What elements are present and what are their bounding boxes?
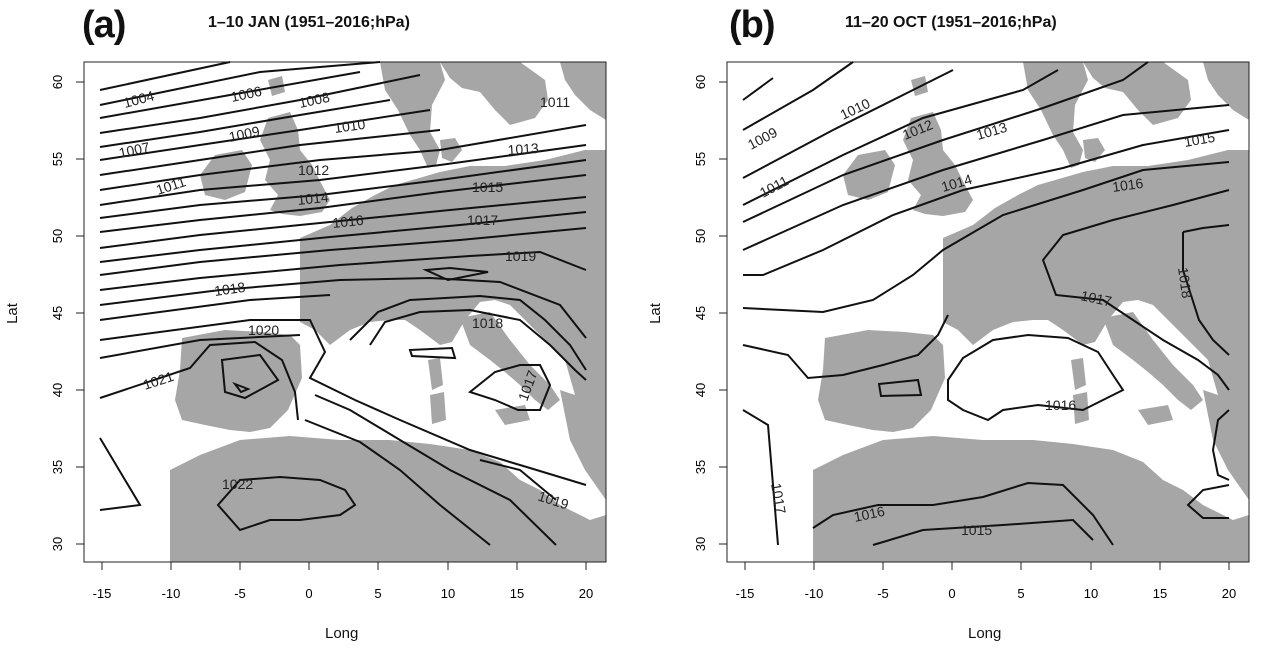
x-tick-label: 0 — [948, 586, 955, 601]
y-tick-label: 55 — [693, 152, 708, 166]
map-b: 1009 1010 1012 1013 1011 1014 1015 1016 … — [693, 61, 1250, 601]
x-tick-label: 15 — [510, 586, 524, 601]
y-tick-label: 40 — [50, 383, 65, 397]
contour-label: 1011 — [540, 94, 570, 110]
y-tick-label: 60 — [693, 75, 708, 89]
contour-label: 1021 — [141, 368, 176, 393]
x-tick-label: 10 — [441, 586, 455, 601]
contour-label: 1018 — [213, 279, 246, 299]
contour-label: 1020 — [248, 322, 279, 338]
contour-label: 1022 — [222, 476, 253, 492]
y-tick-label: 45 — [50, 306, 65, 320]
land-a — [170, 62, 606, 562]
contour-label: 1016 — [852, 503, 886, 525]
x-tick-label: 20 — [579, 586, 593, 601]
contour-label: 1019 — [505, 248, 536, 264]
contour-label: 1018 — [472, 315, 503, 331]
y-tick-label: 55 — [50, 152, 65, 166]
contour-label: 1014 — [297, 189, 330, 208]
isobars-a — [99, 61, 587, 546]
map-a: 1004 1006 1008 1007 1009 1010 1011 1012 … — [50, 61, 607, 601]
contour-label: 1009 — [745, 124, 780, 153]
y-tick-label: 30 — [693, 537, 708, 551]
contour-label: 1015 — [1183, 129, 1217, 150]
isobars-b — [742, 61, 1230, 546]
y-tick-label: 50 — [693, 229, 708, 243]
contour-label: 1017 — [1079, 287, 1113, 309]
panel-b: (b) 11–20 OCT (1951–2016;hPa) Long Lat — [643, 0, 1262, 666]
y-tick-label: 35 — [693, 460, 708, 474]
x-tick-label: 20 — [1222, 586, 1236, 601]
x-tick-label: -10 — [805, 586, 824, 601]
contour-label: 1012 — [298, 162, 329, 178]
contour-label: 1010 — [333, 116, 366, 136]
y-axis-b: 30 35 40 45 50 55 60 — [693, 75, 727, 551]
y-tick-label: 45 — [693, 306, 708, 320]
x-axis-title: Long — [325, 625, 359, 642]
contour-label: 1004 — [122, 87, 156, 111]
y-tick-label: 30 — [50, 537, 65, 551]
plot-frame — [726, 61, 1250, 563]
contour-label: 1018 — [1175, 266, 1195, 299]
y-tick-label: 35 — [50, 460, 65, 474]
x-tick-label: -15 — [736, 586, 755, 601]
panel-a: (a) 1–10 JAN (1951–2016;hPa) Long Lat — [4, 4, 607, 642]
contour-label: 1016 — [1111, 175, 1144, 195]
contour-label: 1013 — [507, 140, 539, 158]
y-tick-label: 50 — [50, 229, 65, 243]
panel-title: 1–10 JAN (1951–2016;hPa) — [208, 14, 410, 31]
contour-label: 1016 — [1045, 397, 1076, 413]
x-tick-label: 0 — [305, 586, 312, 601]
x-tick-label: 5 — [374, 586, 381, 601]
x-axis-a: -15 -10 -5 0 5 10 15 20 — [93, 562, 593, 601]
y-tick-label: 40 — [693, 383, 708, 397]
panel-title: 11–20 OCT (1951–2016;hPa) — [845, 14, 1057, 31]
contour-label: 1007 — [117, 139, 151, 161]
y-tick-label: 60 — [50, 75, 65, 89]
contour-label: 1015 — [961, 522, 992, 538]
x-tick-label: -5 — [234, 586, 246, 601]
x-axis-title: Long — [968, 625, 1002, 642]
x-tick-label: 10 — [1084, 586, 1098, 601]
x-tick-label: -10 — [162, 586, 181, 601]
contour-label: 1009 — [227, 123, 261, 145]
x-axis-b: -15 -10 -5 0 5 10 15 20 — [736, 562, 1236, 601]
x-tick-label: 15 — [1153, 586, 1167, 601]
contour-label: 1008 — [297, 89, 331, 111]
contour-label: 1006 — [229, 83, 263, 105]
contour-label: 1017 — [768, 482, 789, 516]
x-tick-label: 5 — [1017, 586, 1024, 601]
contour-label: 1016 — [332, 212, 365, 231]
contour-label: 1013 — [974, 119, 1009, 143]
y-axis-a: 30 35 40 45 50 55 60 — [50, 75, 84, 551]
panel-letter: (b) — [729, 4, 776, 46]
contour-label: 1017 — [467, 212, 498, 228]
panel-letter: (a) — [82, 4, 126, 46]
plot-frame — [83, 61, 607, 563]
x-tick-label: -15 — [93, 586, 112, 601]
contour-label: 1015 — [472, 179, 503, 195]
x-tick-label: -5 — [877, 586, 889, 601]
contour-label: 1011 — [757, 172, 791, 200]
